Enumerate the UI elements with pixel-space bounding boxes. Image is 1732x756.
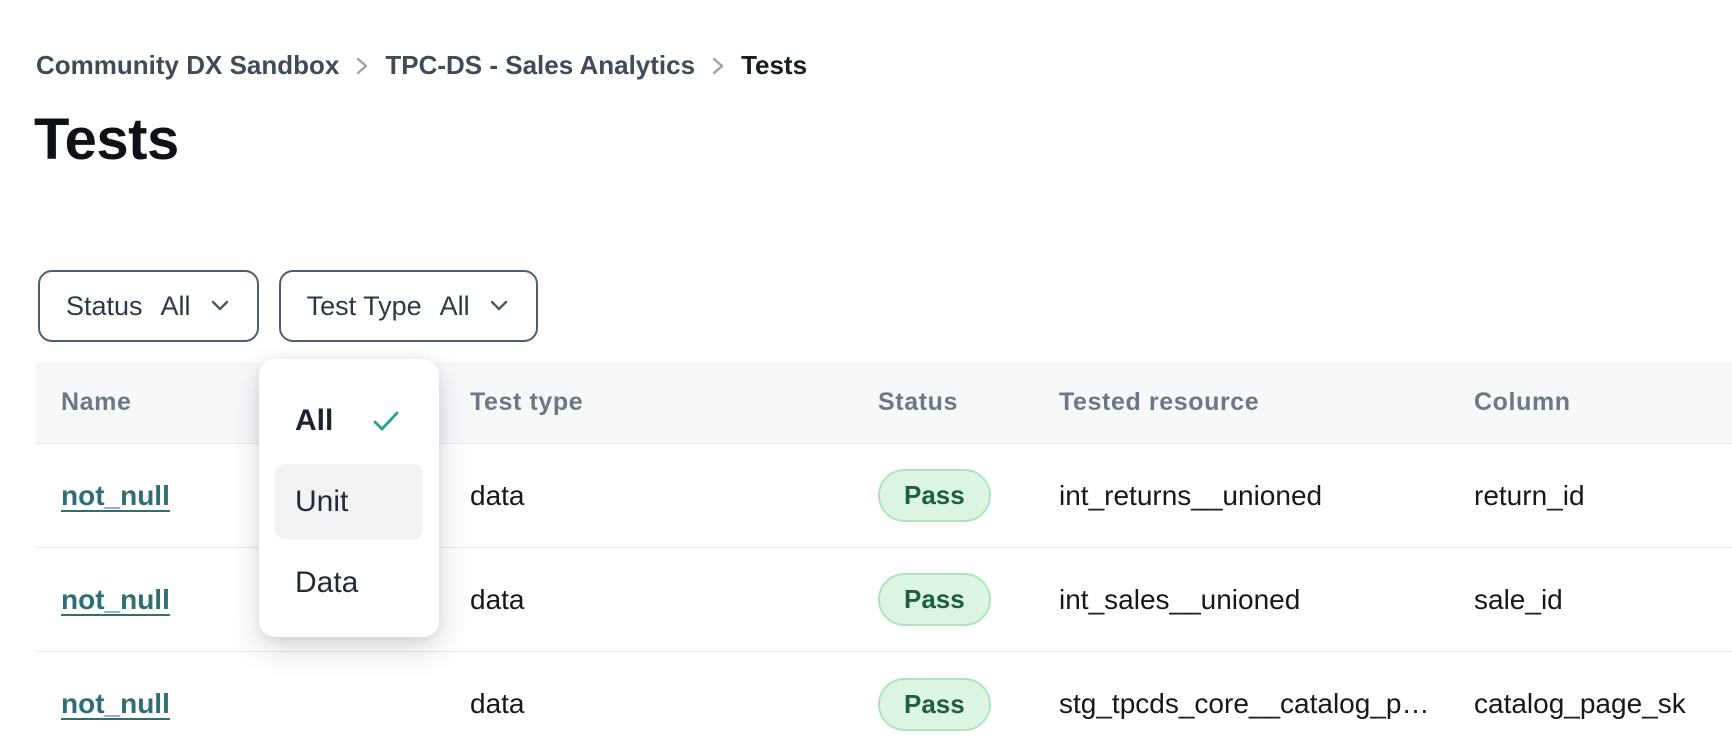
test-name-link[interactable]: not_null [61, 479, 170, 511]
test-type-filter-button[interactable]: Test Type All [278, 270, 538, 342]
checkmark-icon [369, 407, 403, 435]
status-filter-button[interactable]: Status All [38, 270, 259, 342]
column-header-test-type: Test type [470, 388, 584, 416]
tested-resource-value: int_returns__unioned [1059, 479, 1323, 511]
chevron-down-icon [209, 299, 231, 313]
dropdown-option-data[interactable]: Data [275, 545, 423, 620]
dropdown-option-label: All [295, 403, 334, 437]
page-title: Tests [34, 107, 179, 172]
test-type-filter-value: All [439, 290, 470, 321]
status-badge: Pass [878, 677, 991, 731]
breadcrumb-item-project[interactable]: Community DX Sandbox [36, 50, 340, 80]
test-name-link[interactable]: not_null [61, 688, 170, 719]
chevron-down-icon [488, 299, 510, 313]
dropdown-option-label: Data [295, 565, 359, 599]
tested-resource-value: int_sales__unioned [1059, 583, 1301, 615]
tested-resource-value: stg_tpcds_core__catalog_p… [1059, 688, 1430, 719]
dropdown-option-label: Unit [295, 484, 349, 518]
test-type-value: data [470, 583, 525, 615]
chevron-right-icon [709, 53, 727, 79]
column-header-tested-resource: Tested resource [1059, 388, 1260, 416]
test-type-filter-label: Test Type [306, 290, 422, 321]
breadcrumb: Community DX Sandbox TPC-DS - Sales Anal… [36, 50, 807, 81]
test-type-value: data [470, 479, 525, 511]
table-row: not_null data Pass stg_tpcds_core__catal… [36, 652, 1732, 756]
column-header-status: Status [878, 388, 959, 416]
breadcrumb-item-environment[interactable]: TPC-DS - Sales Analytics [385, 50, 696, 80]
column-value: catalog_page_sk [1474, 688, 1686, 719]
status-badge: Pass [878, 469, 991, 522]
column-value: return_id [1474, 479, 1585, 511]
breadcrumb-item-tests: Tests [741, 50, 808, 80]
status-filter-label: Status [66, 290, 143, 321]
chevron-right-icon [353, 53, 371, 79]
dropdown-option-all[interactable]: All [275, 383, 423, 458]
dropdown-option-unit[interactable]: Unit [275, 464, 423, 539]
test-type-value: data [470, 688, 525, 719]
status-badge: Pass [878, 573, 991, 626]
column-value: sale_id [1474, 583, 1563, 615]
test-name-link[interactable]: not_null [61, 583, 170, 615]
column-header-column: Column [1474, 388, 1571, 416]
test-type-dropdown-menu: All Unit Data [259, 359, 439, 637]
filter-bar: Status All Test Type All [38, 270, 538, 342]
status-filter-value: All [160, 290, 191, 321]
